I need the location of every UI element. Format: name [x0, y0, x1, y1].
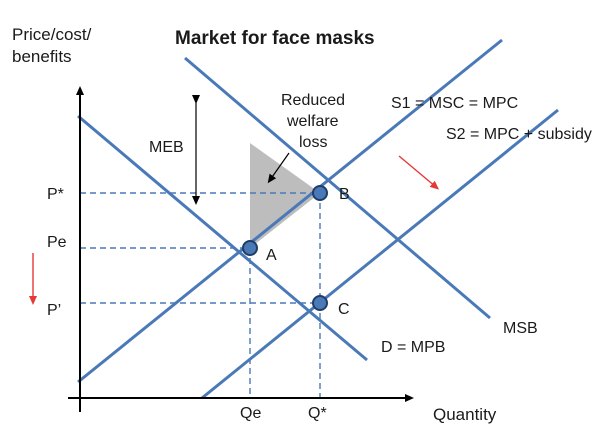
price-p-e: Pe	[47, 234, 67, 251]
price-p-prime: P’	[47, 302, 61, 319]
welfare-label-line3: loss	[299, 134, 327, 151]
s1-curve	[77, 38, 503, 384]
welfare-pointer-arrow	[267, 152, 290, 184]
demand-curve	[77, 114, 368, 362]
msb-label: MSB	[503, 320, 538, 337]
welfare-loss-area	[250, 143, 320, 248]
s1-label: S1 = MSC = MPC	[391, 95, 518, 112]
point-c-label: C	[338, 301, 350, 318]
supply-shift-arrow	[398, 155, 440, 190]
point-b	[312, 185, 328, 201]
msb-curve	[184, 56, 491, 320]
y-axis-label-line2: benefits	[12, 47, 72, 66]
point-b-label: B	[339, 186, 350, 203]
s2-label: S2 = MPC + subsidy	[446, 126, 592, 143]
welfare-label-line1: Reduced	[281, 92, 345, 109]
point-c	[312, 295, 328, 311]
price-p-star: P*	[47, 186, 64, 203]
welfare-label-line2: welfare	[286, 113, 339, 130]
meb-label: MEB	[149, 139, 184, 156]
point-a-label: A	[266, 247, 277, 264]
quantity-q-e: Qe	[240, 405, 261, 422]
y-axis-label-line1: Price/cost/	[12, 25, 92, 44]
point-a	[242, 240, 258, 256]
quantity-q-star: Q*	[308, 405, 327, 422]
demand-label: D = MPB	[381, 339, 445, 356]
s2-curve	[201, 108, 559, 400]
chart-title: Market for face masks	[175, 28, 375, 49]
x-axis-label: Quantity	[433, 405, 497, 424]
